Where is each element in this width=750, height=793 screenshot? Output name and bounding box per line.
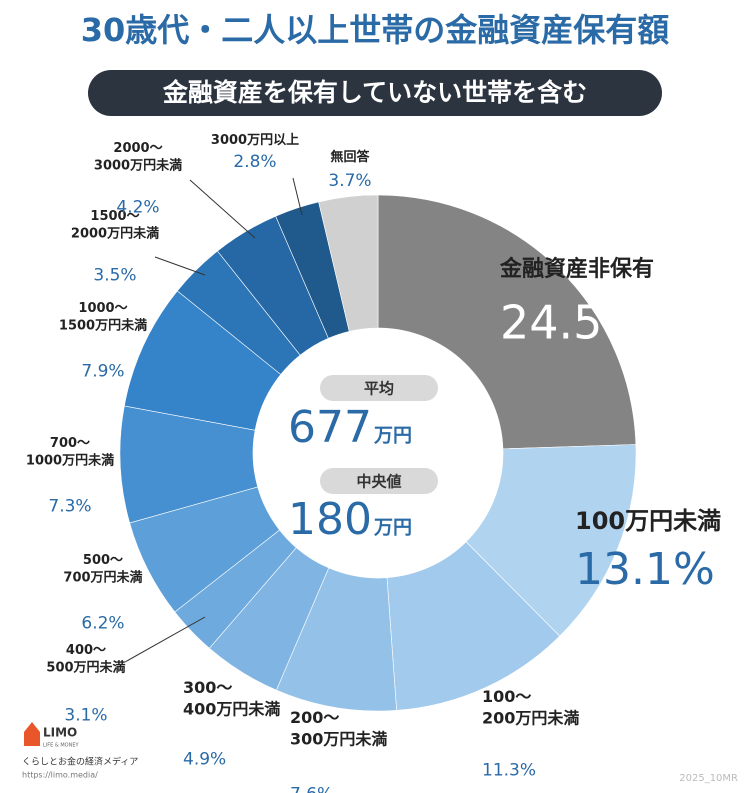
mean-value: 677 [288, 402, 372, 453]
logo-sub: LIFE & MONEY [43, 743, 80, 749]
leader-line [189, 179, 256, 239]
category-label: 1000～ 1500万円未満 [59, 301, 147, 334]
logo: LIMO [43, 726, 77, 740]
category-label: 無回答 [330, 149, 370, 165]
value-label: 7.6% [290, 785, 333, 793]
category-label: 500～ 700万円未満 [63, 553, 142, 586]
value-label: 7.3% [48, 497, 91, 517]
value-label: 24.5% [500, 296, 646, 350]
category-label: 100～ 200万円未満 [482, 687, 579, 728]
code: 2025_10MR [679, 773, 738, 784]
slice [377, 194, 637, 450]
labels: 金融資産非保有 24.5% 100万円未満 13.1% 100～ 200万円未満 11.3%… [26, 133, 721, 793]
category-label: 200～ 300万円未満 [290, 708, 387, 749]
category-label: 400～ 500万円未満 [46, 643, 125, 676]
median-unit: 万円 [373, 517, 412, 539]
category-label: 金融資産非保有 [499, 256, 654, 282]
category-label: 3000万円以上 [211, 133, 299, 148]
median-pill [320, 468, 438, 494]
category-label: 100万円未満 [575, 507, 721, 535]
mean-unit: 万円 [373, 425, 412, 447]
median-value: 180 [288, 494, 372, 545]
value-label: 11.3% [482, 761, 536, 781]
value-label: 3.5% [93, 266, 136, 286]
subtitle-pill [88, 70, 662, 116]
chart-title: 30歳代・二人以上世帯の金融資産保有額 [81, 11, 670, 49]
leader-line [154, 256, 206, 276]
slice [318, 194, 379, 332]
median-label: 中央値 [356, 473, 401, 491]
category-label: 1500～ 2000万円未満 [71, 209, 159, 242]
value-label: 3.7% [328, 171, 371, 191]
value-label: 2.8% [233, 152, 276, 172]
value-label: 13.1% [575, 544, 715, 595]
value-label: 4.2% [116, 198, 159, 218]
mean-label: 平均 [364, 380, 394, 398]
logo-icon [24, 722, 40, 746]
value-label: 4.9% [183, 750, 226, 770]
value-label: 3.1% [64, 706, 107, 726]
category-label: 300～ 400万円未満 [183, 678, 280, 719]
category-label: 2000～ 3000万円未満 [94, 141, 182, 174]
chart-subtitle: 金融資産を保有していない世帯を含む [162, 78, 587, 107]
donut [119, 194, 637, 712]
category-label: 700～ 1000万円未満 [26, 436, 114, 469]
mean-pill [320, 375, 438, 401]
tagline: くらしとお金の経済メディア [22, 756, 138, 768]
leader-line [124, 616, 206, 663]
leader-line [292, 177, 303, 216]
url: https://limo.media/ [22, 771, 98, 780]
value-label: 6.2% [81, 614, 124, 634]
value-label: 7.9% [81, 362, 124, 382]
